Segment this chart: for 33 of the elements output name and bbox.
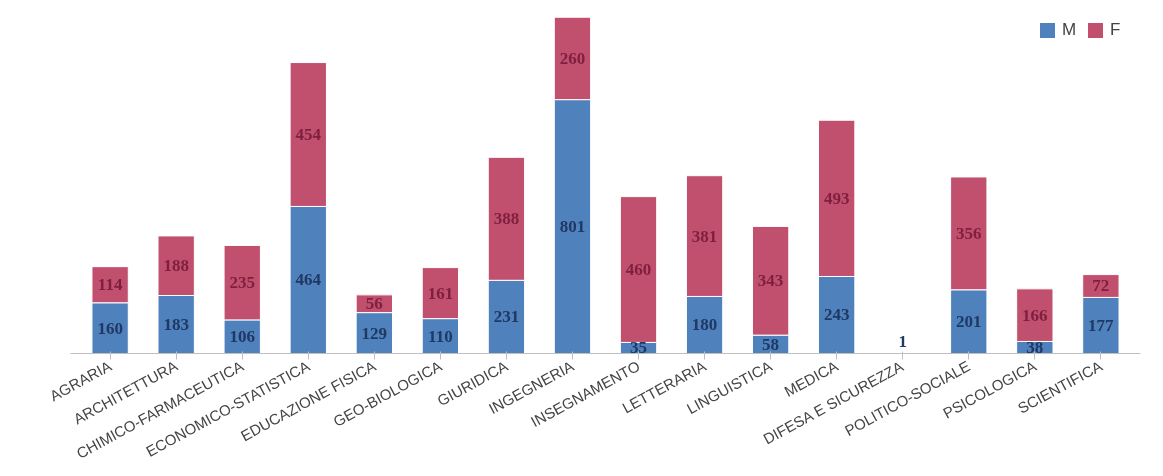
data-label: 161 [427,283,454,303]
data-label: 166 [1022,305,1048,325]
data-label: 110 [428,326,453,346]
data-label: 343 [757,271,784,291]
data-label: 201 [956,312,982,332]
data-label: 493 [823,188,850,208]
data-label: 243 [823,305,850,325]
legend-label: M [1062,20,1078,40]
data-label: 231 [493,307,520,327]
data-label: 58 [762,334,780,354]
data-label: 801 [559,217,586,237]
data-label: 35 [630,338,648,358]
data-label: 72 [1092,276,1110,296]
data-label: 38 [1026,337,1044,357]
data-label: 356 [956,223,982,243]
data-label: 180 [691,315,718,335]
data-label: 177 [1088,315,1115,335]
data-label: 388 [493,209,520,229]
data-label: 454 [295,124,322,144]
data-label: 114 [97,275,123,295]
legend-label: F [1110,20,1122,40]
data-label: 106 [229,327,255,347]
data-label: 460 [625,260,652,280]
data-label: 183 [163,315,189,334]
data-label: 160 [97,318,123,338]
data-label: 56 [365,294,383,314]
data-label: 235 [229,273,255,293]
data-label: 260 [559,48,586,68]
data-label: 464 [295,270,322,290]
data-label: 129 [361,323,388,343]
data-label: 188 [163,256,189,276]
data-label: 1 [898,331,907,351]
data-label: 381 [691,226,718,246]
